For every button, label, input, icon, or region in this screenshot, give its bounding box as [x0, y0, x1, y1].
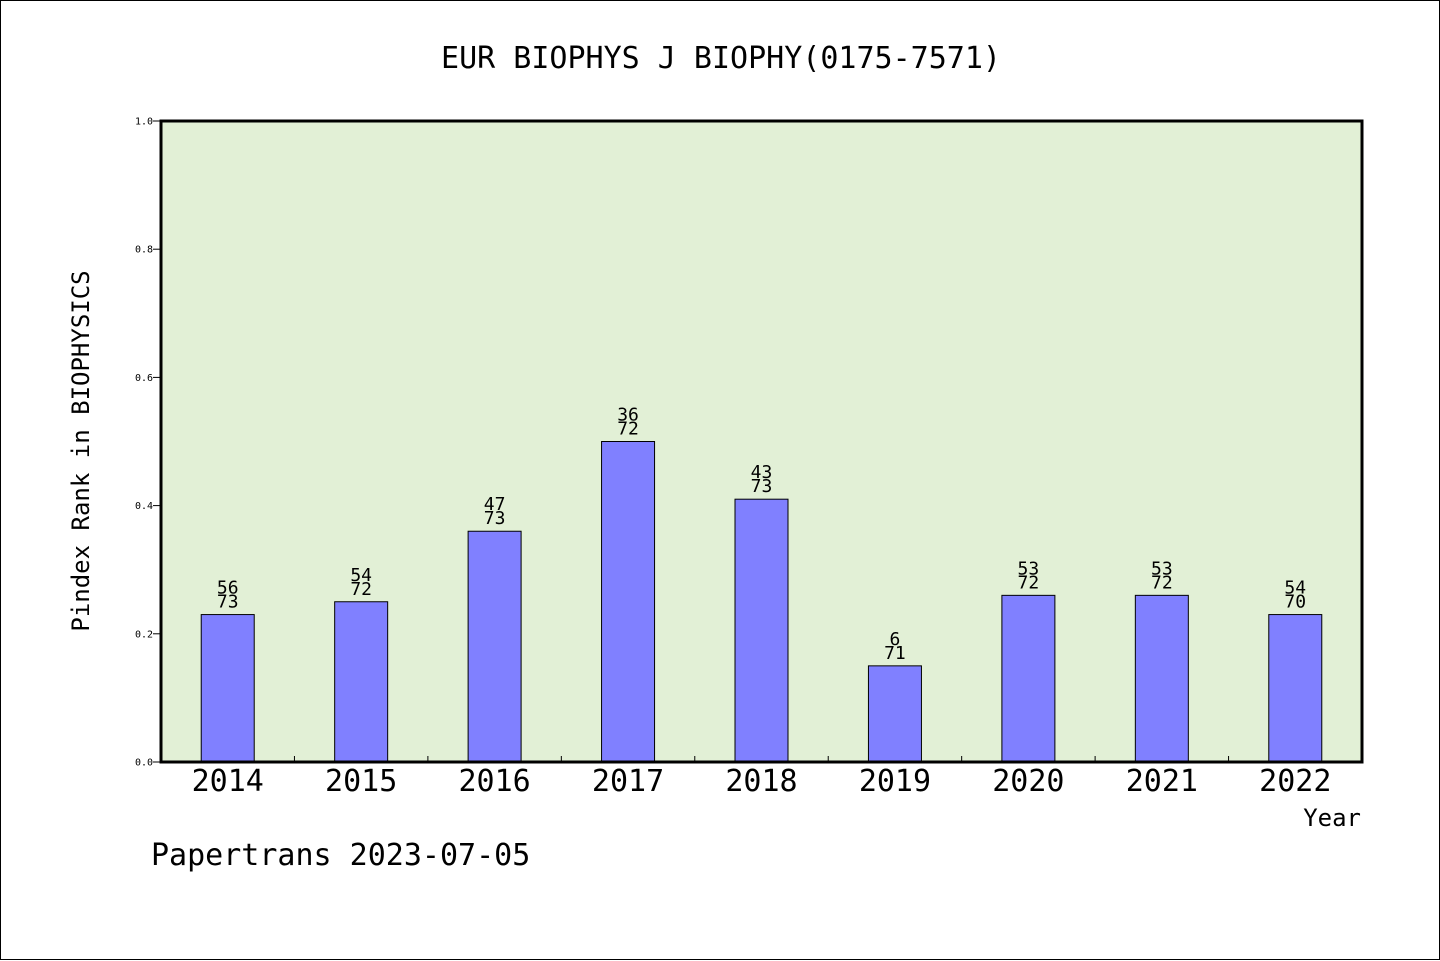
x-tick-label: 2022 — [1259, 764, 1331, 799]
bar-2021 — [1134, 594, 1189, 763]
y-tick-label: 0.8 — [135, 245, 153, 256]
bar-2019 — [867, 665, 922, 763]
data-label-rank: 6 — [890, 629, 901, 650]
data-label-total: 72 — [1151, 572, 1173, 593]
x-axis: 2014 2015 2016 2017 2018 2019 2020 2021 2022 — [192, 756, 1331, 799]
data-label-total: 72 — [350, 579, 372, 600]
x-tick-label: 2015 — [325, 764, 397, 799]
x-tick-label: 2017 — [592, 764, 664, 799]
data-label-rank: 53 — [1018, 558, 1040, 579]
bar-2014 — [200, 614, 255, 763]
x-tick-label: 2016 — [458, 764, 530, 799]
x-tick-label: 2014 — [192, 764, 264, 799]
bar-2017 — [601, 441, 656, 763]
footer-credit: Papertrans 2023-07-05 — [151, 838, 530, 873]
bar-2018 — [734, 498, 789, 763]
x-tick-label: 2019 — [859, 764, 931, 799]
data-label-rank: 36 — [617, 405, 639, 426]
data-label-total: 70 — [1284, 592, 1306, 613]
chart-title: EUR BIOPHYS J BIOPHY(0175-7571) — [441, 41, 1001, 76]
data-label-rank: 43 — [751, 462, 773, 483]
data-label-rank: 56 — [217, 578, 239, 599]
plot-border — [159, 119, 1364, 764]
y-tick-label: 1.0 — [135, 117, 153, 128]
data-label-total: 73 — [751, 476, 773, 497]
data-label-total: 71 — [884, 643, 906, 664]
y-tick-label: 0.2 — [135, 629, 153, 640]
data-label-rank: 54 — [350, 565, 372, 586]
y-tick-label: 0.0 — [135, 758, 153, 769]
bar-2015 — [334, 601, 389, 763]
x-axis-label: Year — [1303, 804, 1361, 832]
x-tick-label: 2021 — [1126, 764, 1198, 799]
y-tick-label: 0.4 — [135, 501, 153, 512]
bar-2020 — [1001, 594, 1056, 763]
y-axis: 0.0 0.2 0.4 0.6 0.8 1.0 — [135, 117, 161, 769]
x-tick-label: 2018 — [725, 764, 797, 799]
data-label-total: 73 — [217, 592, 239, 613]
y-axis-label: Pindex Rank in BIOPHYSICS — [67, 270, 95, 631]
x-tick-label: 2020 — [992, 764, 1064, 799]
data-label-rank: 53 — [1151, 558, 1173, 579]
bars — [200, 441, 1323, 763]
data-label-total: 72 — [617, 419, 639, 440]
data-label-rank: 47 — [484, 494, 506, 515]
bar-2022 — [1268, 614, 1323, 763]
bar-2016 — [467, 530, 522, 763]
data-label-total: 73 — [484, 508, 506, 529]
data-label-rank: 54 — [1284, 578, 1306, 599]
y-tick-label: 0.6 — [135, 373, 153, 384]
data-label-total: 72 — [1018, 572, 1040, 593]
